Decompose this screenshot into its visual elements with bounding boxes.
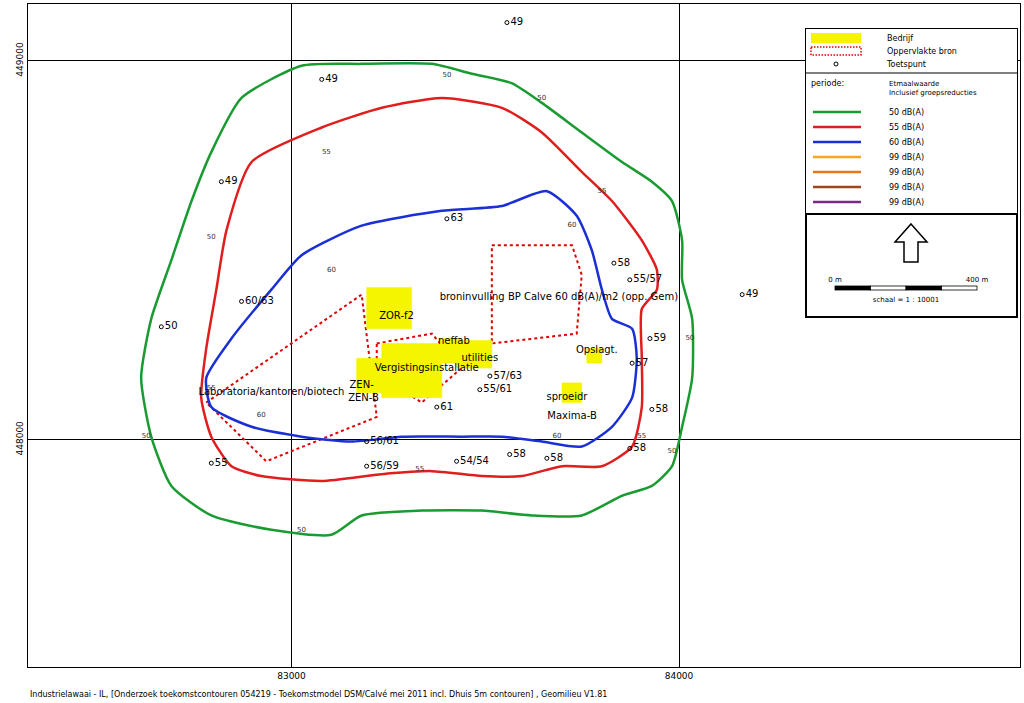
svg-text:Etmaalwaarde: Etmaalwaarde — [889, 80, 939, 88]
svg-text:58: 58 — [550, 452, 563, 463]
svg-text:50: 50 — [165, 320, 178, 331]
svg-text:50: 50 — [668, 447, 677, 455]
svg-text:57/63: 57/63 — [493, 370, 522, 381]
svg-text:periode:: periode: — [811, 79, 844, 88]
svg-text:neffab: neffab — [438, 335, 470, 346]
svg-text:Inclusief groepsreducties: Inclusief groepsreducties — [889, 89, 977, 97]
svg-text:ZEN-B: ZEN-B — [348, 392, 379, 403]
svg-text:55: 55 — [597, 187, 606, 195]
svg-text:50 dB(A): 50 dB(A) — [889, 108, 924, 117]
svg-text:broninvulling BP Calve 60 dB(A: broninvulling BP Calve 60 dB(A)/m2 (opp.… — [440, 291, 679, 302]
svg-text:Toetspunt: Toetspunt — [886, 60, 926, 69]
svg-text:55: 55 — [637, 432, 646, 440]
svg-text:ZOR-f2: ZOR-f2 — [379, 310, 414, 321]
svg-text:56/61: 56/61 — [370, 435, 399, 446]
svg-text:Maxima-B: Maxima-B — [547, 410, 597, 421]
svg-text:55: 55 — [415, 465, 424, 473]
svg-text:84000: 84000 — [665, 671, 694, 681]
svg-text:99 dB(A): 99 dB(A) — [889, 168, 924, 177]
svg-text:Bedrijf: Bedrijf — [887, 34, 913, 43]
svg-text:54/54: 54/54 — [460, 455, 489, 466]
svg-text:56/59: 56/59 — [370, 460, 399, 471]
svg-text:Vergistingsinstallatie: Vergistingsinstallatie — [375, 362, 479, 373]
svg-text:400 m: 400 m — [966, 276, 989, 284]
svg-text:utilities: utilities — [462, 352, 499, 363]
svg-text:99 dB(A): 99 dB(A) — [889, 183, 924, 192]
svg-text:50: 50 — [685, 334, 694, 342]
svg-text:99 dB(A): 99 dB(A) — [889, 198, 924, 207]
svg-text:63: 63 — [450, 212, 463, 223]
svg-text:50: 50 — [297, 526, 306, 534]
svg-text:Laboratoria/kantoren/biotech: Laboratoria/kantoren/biotech — [198, 386, 344, 397]
svg-text:60/63: 60/63 — [245, 295, 274, 306]
svg-text:55/61: 55/61 — [483, 383, 512, 394]
svg-text:sproeidr: sproeidr — [547, 391, 589, 402]
svg-text:58: 58 — [617, 257, 630, 268]
svg-text:57: 57 — [636, 357, 649, 368]
svg-text:55: 55 — [215, 457, 228, 468]
svg-text:60: 60 — [257, 411, 266, 419]
svg-text:55: 55 — [207, 384, 216, 392]
svg-text:60: 60 — [552, 432, 561, 440]
svg-text:schaal = 1 : 10001: schaal = 1 : 10001 — [873, 296, 939, 304]
svg-text:0 m: 0 m — [828, 276, 842, 284]
svg-text:50: 50 — [537, 94, 546, 102]
svg-text:49: 49 — [746, 288, 759, 299]
svg-text:Oppervlakte bron: Oppervlakte bron — [887, 47, 957, 56]
svg-text:50: 50 — [207, 233, 216, 241]
svg-text:60: 60 — [568, 221, 577, 229]
svg-text:55: 55 — [322, 148, 331, 156]
svg-text:59: 59 — [653, 332, 666, 343]
svg-text:55/57: 55/57 — [633, 273, 662, 284]
svg-text:50: 50 — [142, 432, 151, 440]
svg-text:60 dB(A): 60 dB(A) — [889, 138, 924, 147]
svg-text:58: 58 — [633, 442, 646, 453]
svg-text:61: 61 — [440, 401, 453, 412]
svg-text:58: 58 — [655, 403, 668, 414]
svg-text:Industrielawaai - IL, [Onderzo: Industrielawaai - IL, [Onderzoek toekoms… — [30, 689, 607, 699]
svg-text:83000: 83000 — [277, 671, 306, 681]
svg-text:449000: 449000 — [15, 42, 25, 77]
svg-text:55 dB(A): 55 dB(A) — [889, 123, 924, 132]
svg-text:Opslagt.: Opslagt. — [576, 344, 618, 355]
svg-text:99 dB(A): 99 dB(A) — [889, 153, 924, 162]
svg-text:49: 49 — [510, 16, 523, 27]
svg-text:60: 60 — [327, 266, 336, 274]
svg-text:50: 50 — [442, 71, 451, 79]
svg-text:49: 49 — [325, 73, 338, 84]
svg-text:49: 49 — [225, 175, 238, 186]
svg-text:ZEN-: ZEN- — [350, 379, 375, 390]
svg-text:58: 58 — [513, 448, 526, 459]
svg-text:448000: 448000 — [15, 421, 25, 456]
